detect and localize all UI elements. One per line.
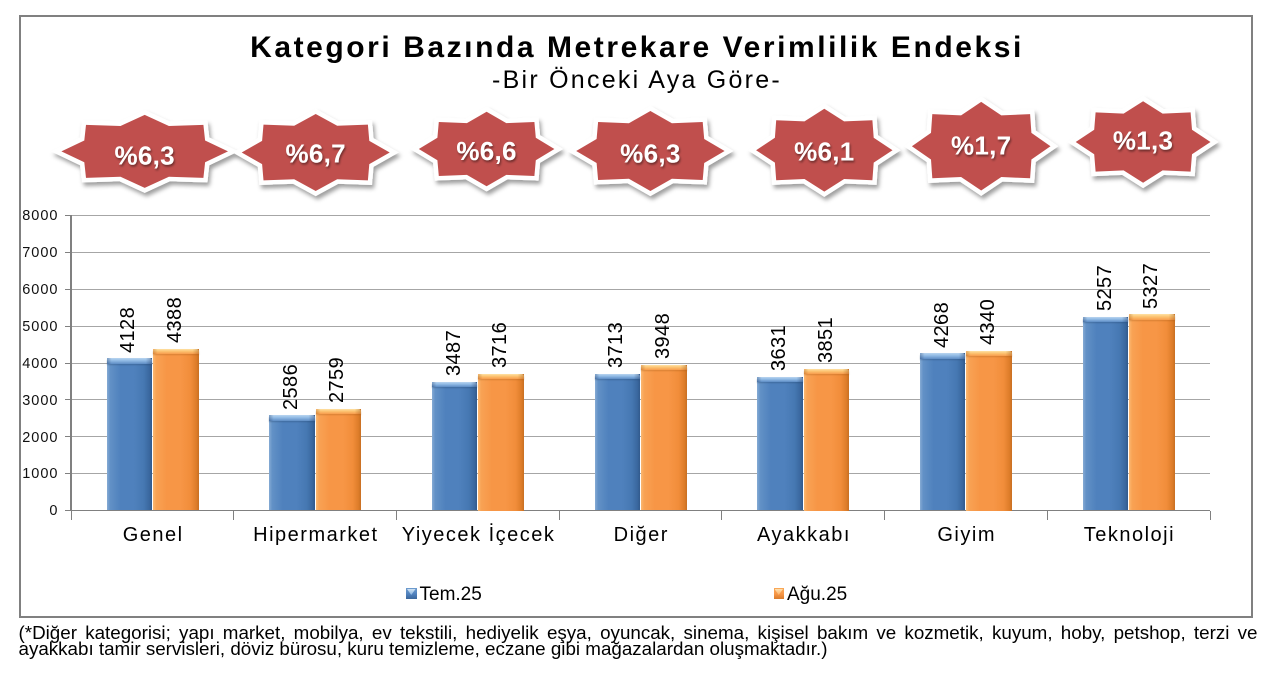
svg-text:%1,3: %1,3 — [1113, 126, 1173, 156]
svg-text:%6,1: %6,1 — [794, 137, 854, 167]
svg-text:%6,6: %6,6 — [456, 136, 516, 166]
svg-text:%6,3: %6,3 — [620, 139, 680, 169]
svg-text:%1,7: %1,7 — [951, 131, 1011, 161]
svg-text:%6,3: %6,3 — [114, 140, 174, 170]
svg-text:%6,7: %6,7 — [285, 139, 345, 169]
